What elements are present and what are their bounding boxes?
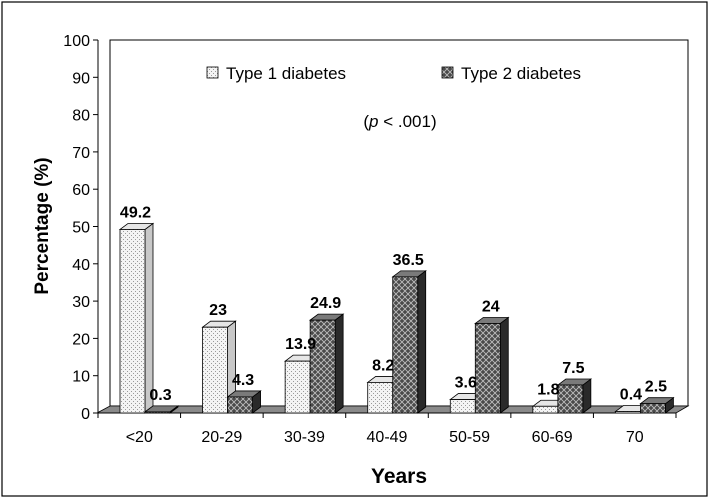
- y-tick-label: 70: [72, 145, 90, 162]
- y-tick-label: 0: [81, 406, 90, 423]
- x-tick-label: 40-49: [367, 429, 408, 446]
- y-tick-label: 100: [63, 33, 90, 50]
- data-label-type-2: 24.9: [310, 295, 341, 312]
- bar-type-2: [308, 313, 345, 414]
- y-tick-label: 10: [72, 369, 90, 386]
- bar-type-1: [118, 222, 155, 414]
- x-tick-label: 70: [626, 429, 644, 446]
- data-labels: 49.2 0.3 23 4.3 13.9 24.9 8.2 36.5 3.6 24 1.87.5 0.…: [120, 204, 667, 403]
- data-label-type-1: 23: [209, 302, 227, 319]
- bar-type-2: [143, 405, 180, 414]
- y-tick-label: 40: [72, 257, 90, 274]
- y-tick-label: 50: [72, 220, 90, 237]
- bars: [118, 222, 675, 414]
- x-axis-title: Years: [371, 465, 427, 488]
- y-tick-label: 80: [72, 108, 90, 125]
- y-tick-label: 90: [72, 70, 90, 87]
- p-value-annotation: (p < .001): [363, 112, 436, 131]
- legend-swatch-type-1: [206, 66, 219, 79]
- bar-type-2: [226, 390, 262, 414]
- legend-label-type-1: Type 1 diabetes: [226, 64, 346, 83]
- data-label-type-2: 0.3: [149, 387, 171, 404]
- data-label-type-1: 1.8: [537, 381, 559, 398]
- y-tick-label: 60: [72, 182, 90, 199]
- data-label-type-1: 0.4: [620, 387, 642, 404]
- x-tick-label: 30-39: [284, 429, 325, 446]
- data-label-type-2: 36.5: [393, 252, 424, 269]
- x-tick-label: 20-29: [201, 429, 242, 446]
- x-axis-ticks: <20 20-29 30-39 40-49 50-59 60-69 70: [97, 413, 677, 446]
- data-label-type-1: 8.2: [372, 357, 394, 374]
- legend-item-type-2: Type 2 diabetes: [441, 64, 581, 83]
- bar-type-2: [474, 316, 510, 414]
- y-tick-label: 30: [72, 294, 90, 311]
- x-tick-label: 50-59: [449, 429, 490, 446]
- legend: Type 1 diabetes Type 2 diabetes: [206, 64, 581, 83]
- legend-swatch-type-2: [441, 66, 454, 79]
- bar-type-2: [639, 396, 675, 414]
- data-label-type-1: 13.9: [285, 336, 316, 353]
- data-label-type-2: 7.5: [562, 360, 584, 377]
- y-axis-title: Percentage (%): [32, 157, 53, 294]
- data-label-type-1: 3.6: [455, 375, 477, 392]
- data-label-type-1: 49.2: [120, 204, 151, 221]
- legend-item-type-1: Type 1 diabetes: [206, 64, 346, 83]
- data-label-type-2: 2.5: [645, 379, 667, 396]
- bar-type-2: [391, 270, 427, 414]
- y-tick-label: 20: [72, 331, 90, 348]
- data-label-type-2: 4.3: [232, 372, 254, 389]
- data-label-type-2: 24: [482, 298, 500, 315]
- x-tick-label: 60-69: [532, 429, 573, 446]
- bar-type-1: [201, 320, 237, 414]
- bar-type-2: [556, 378, 593, 414]
- x-tick-label: <20: [126, 429, 153, 446]
- y-axis-ticks: 0 10 20 30 40 50 60 70 80 90 100: [63, 33, 98, 423]
- legend-label-type-2: Type 2 diabetes: [461, 64, 581, 83]
